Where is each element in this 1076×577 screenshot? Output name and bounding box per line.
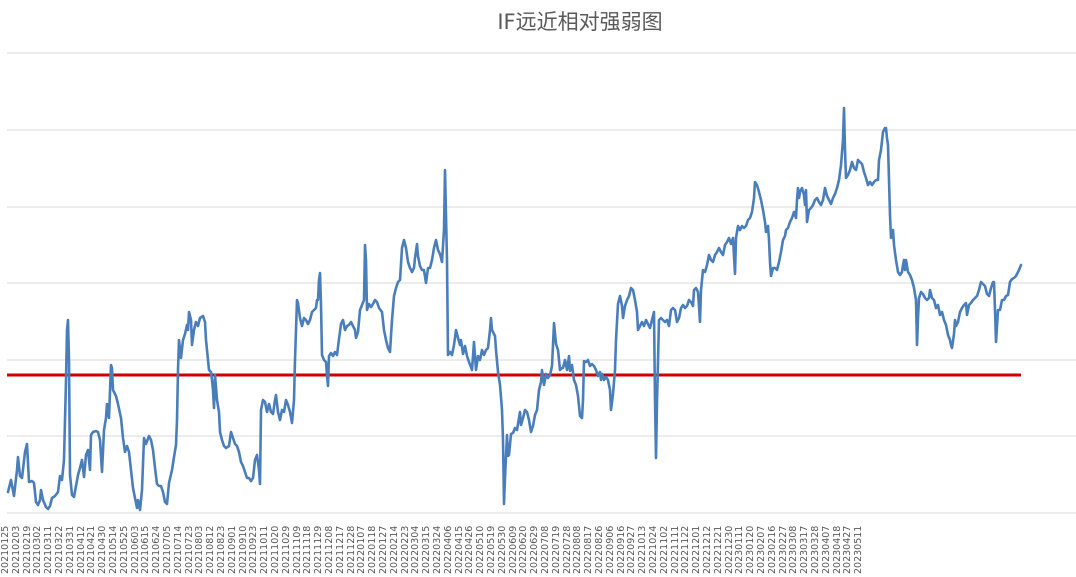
x-tick-label: 20221221 xyxy=(712,525,724,574)
x-tick-label: 20210714 xyxy=(172,525,184,574)
x-tick-label: 20221201 xyxy=(691,525,703,574)
x-tick-label: 20210823 xyxy=(216,525,227,574)
x-tick-label: 20221212 xyxy=(702,525,713,574)
x-tick-label: 20220315 xyxy=(421,525,433,574)
x-tick-label: 20210901 xyxy=(226,525,238,574)
x-tick-label: 20230308 xyxy=(788,525,800,574)
x-tick-label: 20230407 xyxy=(820,525,832,574)
x-tick-label: 20230120 xyxy=(745,525,757,574)
x-tick-label: 20220629 xyxy=(529,525,541,574)
x-tick-label: 20220118 xyxy=(367,525,379,574)
x-tick-label: 20230511 xyxy=(853,525,865,574)
x-tick-label: 20220808 xyxy=(572,525,584,574)
x-tick-label: 20230427 xyxy=(842,525,854,574)
x-tick-label: 20220826 xyxy=(594,525,605,574)
x-tick-label: 20210923 xyxy=(248,525,260,574)
x-tick-label: 20210125 xyxy=(0,525,11,574)
x-tick-label: 20210311 xyxy=(43,525,55,574)
x-tick-label: 20210624 xyxy=(151,525,163,574)
x-tick-label: 20210331 xyxy=(64,525,76,574)
data-series-line xyxy=(6,106,1023,512)
x-tick-label: 20230207 xyxy=(756,525,767,574)
gridlines xyxy=(7,52,1076,514)
x-tick-label: 20221102 xyxy=(658,525,670,574)
x-tick-label: 20211011 xyxy=(259,525,271,574)
x-tick-label: 20210430 xyxy=(97,525,109,574)
x-tick-label: 20230216 xyxy=(766,525,778,574)
x-tick-label: 20210615 xyxy=(140,525,152,574)
x-tick-label: 20221013 xyxy=(637,525,649,574)
x-tick-label: 20220906 xyxy=(604,525,616,574)
x-tick-label: 20211208 xyxy=(324,525,335,574)
x-tick-label: 20210525 xyxy=(118,525,130,574)
chart-title: IF远近相对强弱图 xyxy=(497,10,663,34)
x-tick-label: 20210302 xyxy=(32,525,44,574)
x-tick-label: 20220927 xyxy=(626,525,638,574)
x-tick-label: 20211118 xyxy=(302,525,314,574)
x-tick-label: 20220530 xyxy=(496,525,508,574)
x-tick-label: 20220519 xyxy=(486,525,497,574)
x-tick-label: 20220107 xyxy=(356,525,368,574)
x-tick-label: 20211029 xyxy=(280,525,292,574)
x-tick-label: 20220708 xyxy=(540,525,551,574)
x-tick-label: 20211217 xyxy=(334,525,346,574)
x-tick-label: 20210812 xyxy=(205,525,217,574)
x-tick-label: 20210203 xyxy=(10,525,22,574)
x-tick-label: 20210705 xyxy=(162,525,173,574)
x-tick-label: 20211129 xyxy=(313,525,325,574)
x-tick-label: 20220510 xyxy=(475,525,487,574)
x-tick-label: 20230317 xyxy=(799,525,811,574)
x-tick-label: 20230111 xyxy=(734,525,746,574)
x-tick-label: 20220406 xyxy=(442,525,454,574)
x-tick-label: 20220719 xyxy=(550,525,562,574)
x-tick-label: 20220324 xyxy=(432,525,443,574)
x-tick-label: 20220214 xyxy=(388,525,400,574)
x-tick-label: 20210421 xyxy=(86,525,98,574)
x-tick-label: 20220127 xyxy=(378,525,389,574)
x-tick-label: 20220426 xyxy=(464,525,476,574)
x-tick-label: 20221024 xyxy=(648,525,659,574)
x-tick-label: 20220304 xyxy=(410,525,422,574)
x-axis-tick-labels: 20210125 20210203 20210219 20210302 20210311… xyxy=(0,516,1076,577)
x-tick-label: 20221122 xyxy=(680,525,692,574)
x-tick-label: 20211020 xyxy=(270,525,281,574)
x-tick-label: 20210322 xyxy=(54,525,65,574)
x-tick-label: 20230328 xyxy=(810,525,821,574)
x-tick-label: 20210514 xyxy=(108,525,119,574)
x-tick-label: 20220817 xyxy=(583,525,595,574)
x-tick-label: 20210803 xyxy=(194,525,206,574)
x-tick-label: 20220620 xyxy=(518,525,530,574)
